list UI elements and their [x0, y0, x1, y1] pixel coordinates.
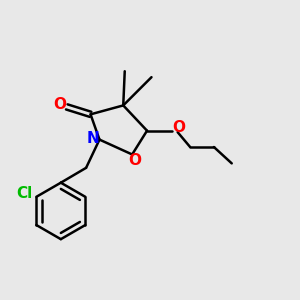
Text: O: O	[54, 97, 67, 112]
Text: O: O	[172, 120, 185, 135]
Text: O: O	[129, 154, 142, 169]
Text: N: N	[87, 130, 99, 146]
Text: Cl: Cl	[16, 186, 32, 201]
